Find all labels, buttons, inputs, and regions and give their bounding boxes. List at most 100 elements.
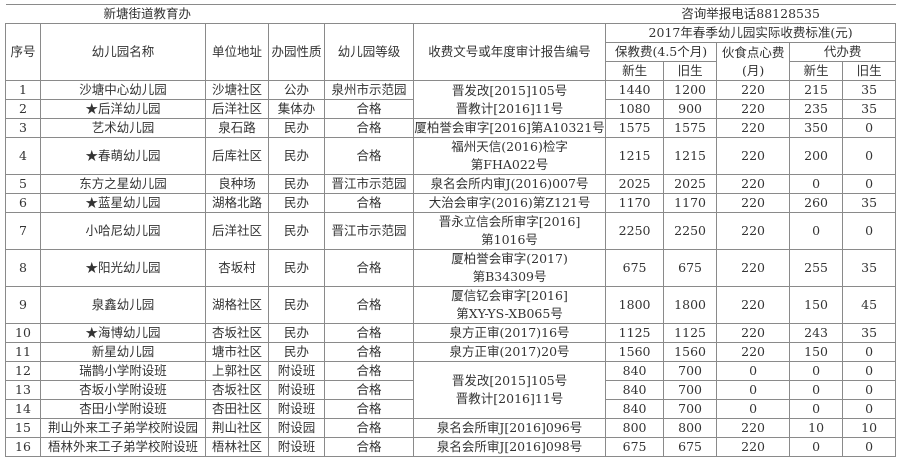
cell-no: 3 xyxy=(5,118,41,138)
cell-tuition-new: 1440 xyxy=(605,80,665,100)
cell-doc: 泉名会所内审J(2016)007号 xyxy=(412,174,607,194)
cell-agency-old: 0 xyxy=(842,437,897,457)
cell-doc: 厦信钇会审字[2016] 第XY-YS-XB065号 xyxy=(412,286,607,324)
cell-meal: 220 xyxy=(716,212,791,250)
cell-agency-new: 0 xyxy=(789,380,844,400)
cell-nature: 民办 xyxy=(268,249,325,287)
cell-tuition-new: 675 xyxy=(605,249,665,287)
cell-doc: 晋发改[2015]105号 晋教计[2016]11号 xyxy=(412,80,607,119)
cell-address: 杏坂村 xyxy=(205,249,269,287)
cell-nature: 民办 xyxy=(268,193,325,213)
cell-tuition-old: 1575 xyxy=(663,118,718,138)
cell-address: 荆山社区 xyxy=(205,418,269,438)
cell-address: 后洋社区 xyxy=(205,99,269,119)
header-grade: 幼儿园等级 xyxy=(324,23,414,81)
cell-name: ★海博幼儿园 xyxy=(40,323,206,343)
cell-tuition-old: 2025 xyxy=(663,174,718,194)
cell-tuition-new: 1800 xyxy=(605,286,665,324)
cell-grade: 合格 xyxy=(324,361,414,381)
cell-tuition-old: 1560 xyxy=(663,342,718,362)
header-agency-old: 旧生 xyxy=(842,61,897,81)
cell-tuition-old: 700 xyxy=(663,399,718,419)
cell-meal: 220 xyxy=(716,418,791,438)
cell-agency-old: 0 xyxy=(842,361,897,381)
cell-agency-new: 0 xyxy=(789,212,844,250)
cell-no: 7 xyxy=(5,212,41,250)
cell-address: 湖格北路 xyxy=(205,193,269,213)
cell-address: 梧林社区 xyxy=(205,437,269,457)
cell-doc: 泉名会所审J[2016]098号 xyxy=(412,437,607,457)
cell-meal: 220 xyxy=(716,118,791,138)
cell-agency-old: 35 xyxy=(842,249,897,287)
cell-name: 沙塘中心幼儿园 xyxy=(40,80,206,100)
cell-agency-new: 255 xyxy=(789,249,844,287)
table-row: 10 ★海博幼儿园 杏坂社区 民办 合格 泉方正审(2017)16号 1125 1125 220… xyxy=(5,323,897,343)
cell-meal: 0 xyxy=(716,380,791,400)
cell-address: 塘市社区 xyxy=(205,342,269,362)
table-row: 3 艺术幼儿园 泉石路 民办 合格 厦柏誉会审字[2016]第A10321号 1575 157… xyxy=(5,118,897,138)
cell-name: 荆山外来工子弟学校附设园 xyxy=(40,418,206,438)
cell-no: 2 xyxy=(5,99,41,119)
cell-tuition-old: 675 xyxy=(663,249,718,287)
cell-no: 6 xyxy=(5,193,41,213)
cell-agency-old: 0 xyxy=(842,342,897,362)
cell-doc: 大治会审字(2016)第Z121号 xyxy=(412,193,607,213)
cell-agency-new: 243 xyxy=(789,323,844,343)
cell-name: 新星幼儿园 xyxy=(40,342,206,362)
cell-no: 13 xyxy=(5,380,41,400)
cell-doc: 晋永立信会所审字[2016] 第1016号 xyxy=(412,212,607,250)
cell-grade: 合格 xyxy=(324,380,414,400)
hotline-text: 咨询举报电话88128535 xyxy=(605,4,896,24)
cell-agency-new: 0 xyxy=(789,174,844,194)
table-row: 2 ★后洋幼儿园 后洋社区 集体办 合格 1080 900 220 235 35 xyxy=(5,99,897,119)
cell-name: 小哈尼幼儿园 xyxy=(40,212,206,250)
cell-meal: 220 xyxy=(716,323,791,343)
cell-name: ★蓝星幼儿园 xyxy=(40,193,206,213)
cell-nature: 民办 xyxy=(268,323,325,343)
cell-meal: 0 xyxy=(716,361,791,381)
cell-name: 杏坂小学附设班 xyxy=(40,380,206,400)
cell-agency-new: 0 xyxy=(789,437,844,457)
cell-meal: 220 xyxy=(716,99,791,119)
cell-grade: 合格 xyxy=(324,437,414,457)
cell-agency-old: 35 xyxy=(842,193,897,213)
cell-grade: 晋江市示范园 xyxy=(324,212,414,250)
cell-tuition-new: 675 xyxy=(605,437,665,457)
table-row: 13 杏坂小学附设班 杏坂社区 附设班 合格 840 700 0 0 0 xyxy=(5,380,897,400)
cell-meal: 220 xyxy=(716,137,791,175)
cell-no: 16 xyxy=(5,437,41,457)
cell-tuition-new: 800 xyxy=(605,418,665,438)
cell-grade: 合格 xyxy=(324,342,414,362)
cell-grade: 晋江市示范园 xyxy=(324,174,414,194)
cell-tuition-new: 840 xyxy=(605,361,665,381)
header-no: 序号 xyxy=(5,23,41,81)
table-row: 5 东方之星幼儿园 良种场 民办 晋江市示范园 泉名会所内审J(2016)007号 2025… xyxy=(5,174,897,194)
cell-tuition-old: 800 xyxy=(663,418,718,438)
cell-agency-old: 0 xyxy=(842,212,897,250)
cell-meal: 220 xyxy=(716,342,791,362)
cell-tuition-old: 675 xyxy=(663,437,718,457)
cell-no: 8 xyxy=(5,249,41,287)
cell-doc: 泉方正审(2017)20号 xyxy=(412,342,607,362)
cell-no: 9 xyxy=(5,286,41,324)
cell-no: 14 xyxy=(5,399,41,419)
cell-tuition-old: 700 xyxy=(663,361,718,381)
cell-agency-new: 10 xyxy=(789,418,844,438)
cell-nature: 民办 xyxy=(268,118,325,138)
cell-doc: 泉名会所审J[2016]096号 xyxy=(412,418,607,438)
cell-tuition-new: 2250 xyxy=(605,212,665,250)
cell-agency-new: 260 xyxy=(789,193,844,213)
cell-address: 后洋社区 xyxy=(205,212,269,250)
table-row: 11 新星幼儿园 塘市社区 民办 合格 泉方正审(2017)20号 1560 1560 220 1… xyxy=(5,342,897,362)
cell-doc: 厦柏誉会审字[2016]第A10321号 xyxy=(412,118,607,138)
cell-grade: 合格 xyxy=(324,418,414,438)
cell-nature: 公办 xyxy=(268,80,325,100)
cell-nature: 附设园 xyxy=(268,418,325,438)
cell-grade: 合格 xyxy=(324,286,414,324)
cell-address: 杏坂社区 xyxy=(205,323,269,343)
cell-tuition-new: 1575 xyxy=(605,118,665,138)
header-meal: 伙食点心费 (月) xyxy=(716,42,791,81)
cell-nature: 附设班 xyxy=(268,361,325,381)
cell-agency-old: 10 xyxy=(842,418,897,438)
cell-no: 15 xyxy=(5,418,41,438)
